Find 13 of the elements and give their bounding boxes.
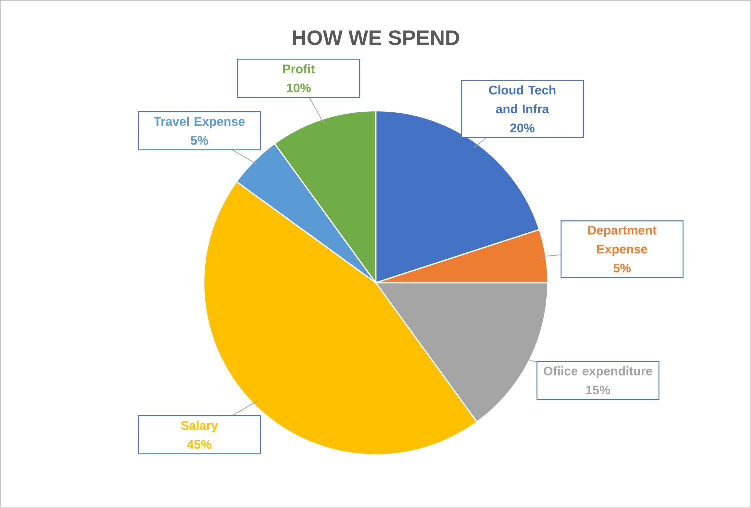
data-label: 15% xyxy=(586,386,610,395)
slice-label: Cloud Tech and Infra xyxy=(489,86,556,114)
data-label: 45% xyxy=(187,440,212,450)
slice-label: Salary xyxy=(181,420,218,433)
data-label: 5% xyxy=(190,136,208,146)
data-label: 10% xyxy=(287,84,312,93)
chart-title: HOW WE SPEND xyxy=(293,30,460,46)
slice-label: Ofiice expenditure xyxy=(544,366,652,378)
slice-label: Travel Expense xyxy=(154,116,245,129)
data-label: 20% xyxy=(510,124,535,133)
slice-label: Department Expense xyxy=(588,226,657,256)
slice-label: Profit xyxy=(283,64,316,74)
data-label: 5% xyxy=(614,264,631,273)
